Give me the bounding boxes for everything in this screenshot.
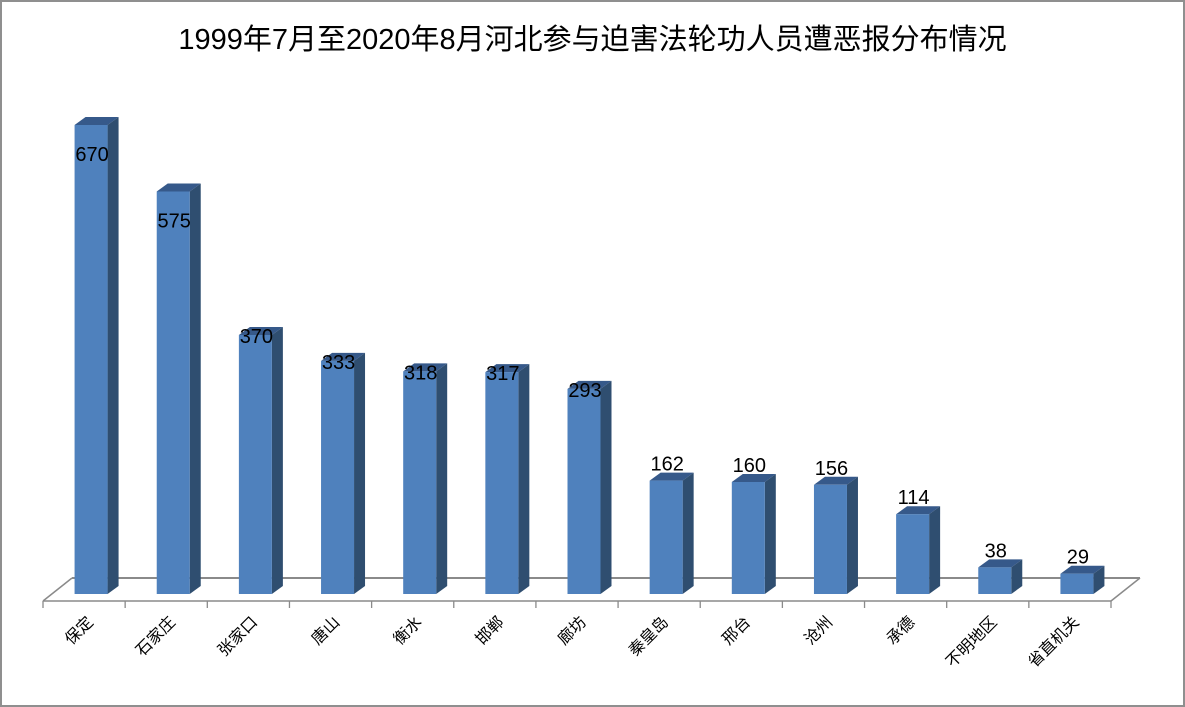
bar-top-face <box>813 476 858 485</box>
bar-top-face <box>896 506 941 515</box>
bar-front-face <box>403 371 437 594</box>
category-axis-label: 秦皇岛 <box>625 613 672 660</box>
bar-side-face <box>436 363 448 594</box>
category-axis-label: 邢台 <box>719 613 754 648</box>
bar-value-label: 162 <box>650 454 683 476</box>
bar-value-label: 29 <box>1067 547 1089 569</box>
category-axis-label: 张家口 <box>215 613 262 660</box>
bar-side-face <box>354 352 366 594</box>
floor-left-edge <box>42 577 73 602</box>
bar-top-face <box>978 559 1023 568</box>
bar-side-face <box>518 364 530 594</box>
category-axis-label: 承德 <box>883 613 918 648</box>
bar-front-face <box>731 482 765 594</box>
bar-side-face <box>271 327 283 594</box>
category-axis-label: 不明地区 <box>943 613 1001 671</box>
category-axis-label: 邯郸 <box>472 613 507 648</box>
bar-front-face <box>74 125 108 594</box>
bar-top-face <box>74 117 119 125</box>
floor-right-edge <box>1110 577 1141 602</box>
bar-front-face <box>156 191 190 594</box>
bar-value-label: 333 <box>322 352 355 374</box>
bar-front-face <box>1060 573 1094 594</box>
category-axis-label: 唐山 <box>308 613 343 648</box>
bar-value-label: 317 <box>486 363 519 385</box>
bar-front-face <box>485 372 519 594</box>
bar-top-face <box>238 327 283 335</box>
bar-top-face <box>731 474 776 482</box>
bar-value-label: 575 <box>158 211 191 233</box>
bar-top-face <box>156 183 201 192</box>
bar-value-label: 160 <box>733 455 766 477</box>
bar-side-face <box>189 183 201 594</box>
bar-top-face <box>567 380 612 389</box>
bar-front-face <box>321 360 355 594</box>
bar-top-face <box>403 363 448 372</box>
bar-side-face <box>764 474 776 594</box>
bar-front-face <box>649 480 683 594</box>
chart-title: 1999年7月至2020年8月河北参与迫害法轮功人员遭恶报分布情况 <box>178 24 1007 56</box>
bar-value-label: 293 <box>568 380 601 402</box>
bar-side-face <box>682 472 694 594</box>
bar-front-face <box>896 514 930 594</box>
category-axis-label: 衡水 <box>390 613 425 648</box>
category-axis-label: 保定 <box>62 613 97 648</box>
bar-side-face <box>600 380 612 594</box>
bar-value-label: 370 <box>240 326 273 348</box>
category-axis-label: 沧州 <box>801 613 836 648</box>
bar-top-face <box>1060 565 1105 574</box>
bar-top-face <box>321 352 366 361</box>
bar-front-face <box>238 335 272 594</box>
category-axis-label: 廊坊 <box>554 613 589 648</box>
bar-side-face <box>1093 565 1105 594</box>
bar-front-face <box>567 388 601 594</box>
bar-value-label: 156 <box>815 458 848 480</box>
category-axis-label: 石家庄 <box>132 613 179 660</box>
category-axis-label: 省直机关 <box>1025 613 1083 671</box>
bar-value-label: 38 <box>985 540 1007 562</box>
bar-value-label: 670 <box>75 144 108 166</box>
bar-front-face <box>813 484 847 594</box>
bar-side-face <box>929 506 941 594</box>
bar-value-label: 318 <box>404 362 437 384</box>
bar-top-face <box>649 472 694 481</box>
bar-front-face <box>978 567 1012 594</box>
bar-side-face <box>107 117 119 594</box>
bar-side-face <box>846 476 858 594</box>
bar-top-face <box>485 364 530 373</box>
bar-side-face <box>1011 559 1023 594</box>
bar-value-label: 114 <box>898 487 930 509</box>
